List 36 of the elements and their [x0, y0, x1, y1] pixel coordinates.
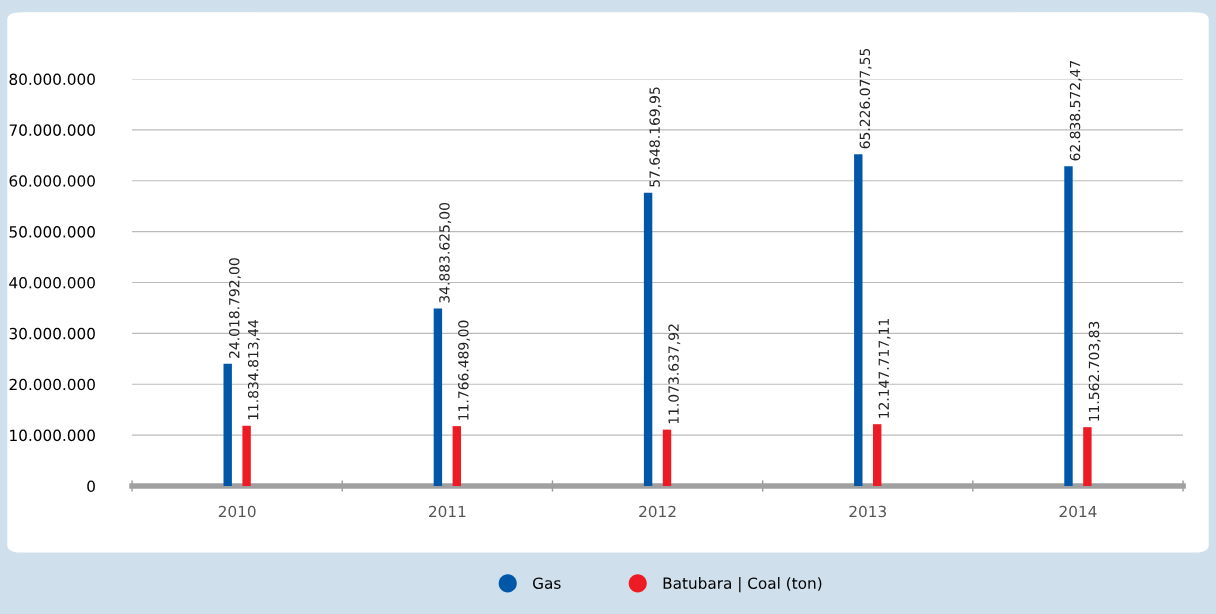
y-tick-label: 60.000.000 — [9, 175, 95, 187]
bar — [1064, 166, 1073, 486]
x-tick-label: 2012 — [639, 505, 676, 518]
x-tick-label: 2013 — [849, 505, 886, 518]
bar — [873, 424, 882, 486]
x-tick-label: 2014 — [1059, 505, 1097, 518]
y-tick-label: 30.000.000 — [9, 327, 95, 340]
data-label: 65.226.077,55 — [859, 48, 872, 149]
bar — [452, 426, 462, 486]
data-label: 57.648.169,95 — [649, 87, 662, 187]
y-tick-label: 40.000.000 — [9, 276, 95, 289]
x-tick-label: 2010 — [218, 505, 256, 518]
y-tick-label: 20.000.000 — [9, 378, 95, 391]
data-label: 11.766.489,00 — [458, 320, 471, 420]
bar — [242, 425, 251, 486]
legend-label: Batubara | Coal (ton) — [663, 577, 822, 593]
x-tick-label: 2011 — [429, 505, 466, 518]
y-tick-label: 10.000.000 — [10, 429, 95, 442]
y-tick-label: 70.000.000 — [9, 124, 95, 136]
data-label: 62.838.572,47 — [1069, 61, 1082, 161]
bar — [223, 363, 232, 486]
bar — [433, 308, 443, 486]
data-label: 12.147.717,11 — [878, 318, 891, 418]
data-label: 11.834.813,44 — [247, 320, 260, 420]
legend-label: Gas — [533, 577, 561, 589]
data-label: 24.018.792,00 — [228, 258, 241, 358]
y-tick-label: 80.000.000 — [9, 73, 95, 86]
y-tick-label: 50.000.000 — [9, 226, 95, 238]
data-label: 11.562.703,83 — [1088, 321, 1101, 421]
bar — [1083, 427, 1092, 486]
y-tick-label: 0 — [87, 480, 95, 492]
bar — [662, 429, 672, 486]
data-label: 34.883.625,00 — [439, 202, 452, 303]
bar — [854, 154, 863, 486]
data-label: 11.073.637,92 — [668, 324, 681, 424]
bar — [643, 192, 653, 486]
